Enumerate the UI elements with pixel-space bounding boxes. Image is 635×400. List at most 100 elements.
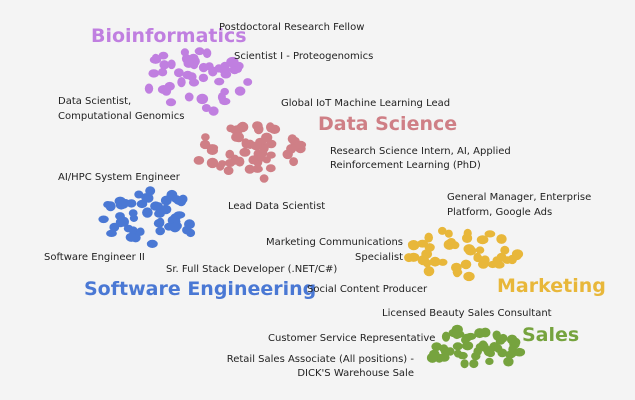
sales-point [440,347,452,357]
marketing-point [421,249,433,259]
data-science-point [261,132,273,143]
data-science-point [218,160,227,168]
software-engineering-point [153,219,164,228]
bioinformatics-point [214,77,225,86]
job-label-customer-service-representative: Customer Service Representative [268,333,435,344]
job-label-global-iot-ml-lead: Global IoT Machine Learning Lead [281,98,450,109]
marketing-point [408,240,420,251]
bioinformatics-point [144,83,154,94]
job-label-lead-data-scientist: Lead Data Scientist [228,201,325,212]
software-engineering-point [173,196,186,205]
sales-point [485,357,494,365]
sales-point [494,344,503,353]
marketing-point [450,241,460,250]
data-science-point [248,155,258,165]
software-engineering-point [142,207,153,218]
bioinformatics-point [180,48,189,57]
software-engineering-point [109,222,120,232]
bioinformatics-point [196,93,209,105]
sales-point [465,332,477,341]
sales-point [503,356,514,367]
data-science-point [265,164,276,173]
bioinformatics-point [208,106,219,116]
data-science-point [252,165,263,173]
bioinformatics-point [165,98,177,107]
bioinformatics-point [148,69,160,78]
data-science-point [287,134,297,144]
job-label-postdoctoral-research-fellow: Postdoctoral Research Fellow [219,22,364,33]
data-science-point [199,139,211,150]
data-science-point [201,133,210,141]
cluster-title-bioinformatics: Bioinformatics [91,25,247,47]
job-label-marketing-communications-line1: Marketing Communications [266,237,403,248]
software-engineering-point [115,212,125,221]
bioinformatics-point [243,78,253,86]
sales-point [457,351,468,360]
job-label-social-content-producer: Social Content Producer [307,284,428,295]
marketing-point [444,229,453,238]
data-science-point [294,140,307,149]
job-label-retail-sales-associate-line2: DICK'S Warehouse Sale [297,368,414,379]
software-engineering-point [160,204,172,215]
marketing-point [404,253,414,263]
sales-point [431,342,442,351]
data-science-point [241,138,250,149]
data-science-point [193,156,205,165]
data-science-point [236,122,248,131]
data-science-point [257,152,266,162]
sales-point [460,359,469,369]
bioinformatics-point [201,104,211,112]
data-science-point [266,151,276,159]
marketing-point [452,266,462,278]
marketing-point [423,266,435,277]
job-label-marketing-communications-line2: Specialist [355,252,403,263]
bioinformatics-point [220,61,230,71]
data-science-point [289,157,298,167]
bioinformatics-point [158,68,168,77]
software-engineering-point [186,228,196,238]
marketing-point [429,256,441,267]
cluster-title-data-science: Data Science [318,113,457,135]
data-science-point [266,122,275,133]
bioinformatics-point [234,86,246,96]
marketing-point [473,254,483,263]
bioinformatics-point [149,56,162,64]
sales-point [441,331,451,342]
job-label-scientist-proteogenomics: Scientist I - Proteogenomics [234,51,373,62]
bioinformatics-point [174,68,184,78]
data-science-point [259,174,269,183]
software-engineering-point [146,239,158,248]
marketing-point [507,254,517,265]
marketing-point [438,258,448,266]
marketing-point [463,228,472,238]
data-science-point [206,146,218,155]
job-label-research-science-intern-line1: Research Science Intern, AI, Applied [330,146,511,157]
data-science-point [223,166,234,176]
bioinformatics-point [177,77,186,88]
bioinformatics-point [220,70,232,79]
bioinformatics-point [202,48,212,59]
software-engineering-point [128,209,138,217]
bioinformatics-point [164,81,175,91]
marketing-point [424,232,434,243]
software-engineering-point [155,226,165,236]
data-science-point [250,141,262,151]
marketing-point [464,246,477,256]
sales-point [504,350,516,359]
software-engineering-point [173,211,186,219]
job-label-research-science-intern-line2: Reinforcement Learning (PhD) [330,160,481,171]
job-label-ai-hpc-system-engineer: AI/HPC System Engineer [58,172,181,183]
data-science-point [206,157,219,169]
job-label-licensed-beauty-sales-consultant: Licensed Beauty Sales Consultant [382,308,552,319]
sales-point [483,346,494,357]
cluster-title-sales: Sales [522,324,579,346]
scatter-points [98,47,526,369]
sales-point [492,330,501,340]
software-engineering-point [171,221,182,231]
bioinformatics-point [183,59,195,68]
bioinformatics-point [158,51,169,60]
data-science-point [233,132,244,143]
cluster-title-marketing: Marketing [497,275,606,297]
bioinformatics-point [184,92,194,102]
